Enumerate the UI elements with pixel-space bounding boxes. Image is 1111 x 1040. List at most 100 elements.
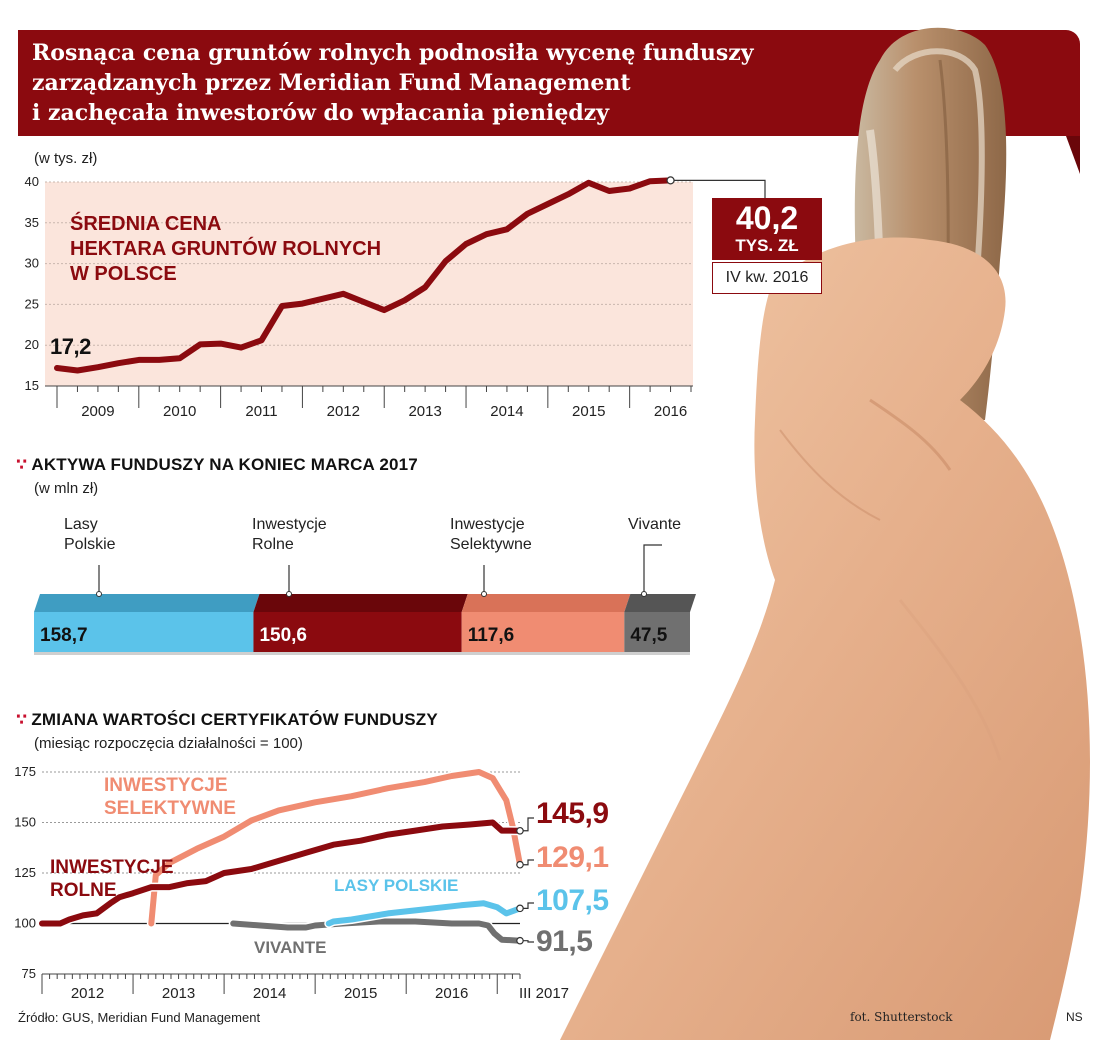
series-name-selektywne: Inwestycje Selektywne <box>104 774 236 820</box>
cert-y-tick: 125 <box>14 865 36 880</box>
cert-year-label: 2013 <box>162 985 195 1002</box>
cert-title-text: Zmiana wartości certyfikatów funduszy <box>31 710 438 729</box>
price-year-label: 2014 <box>490 403 523 420</box>
asset-segment-top <box>253 594 468 612</box>
asset-bar-shadow <box>34 652 690 655</box>
price-y-tick: 25 <box>25 296 39 311</box>
cert-y-tick: 100 <box>14 916 36 931</box>
asset-segment-value: 150,6 <box>259 625 307 646</box>
photo-credit: fot. Shutterstock <box>850 1010 953 1024</box>
author-initials: NS <box>1066 1010 1083 1024</box>
cert-end-leader <box>520 817 534 832</box>
series-name-rolne: Inwestycje Rolne <box>50 856 174 902</box>
dots-icon: ∵ <box>16 457 28 474</box>
title-line: Rosnąca cena gruntów rolnych podnosiła w… <box>32 40 754 66</box>
asset-segment-value: 117,6 <box>468 625 515 646</box>
hand-and-forearm <box>560 237 1090 1040</box>
price-y-tick: 15 <box>25 378 39 393</box>
cert-y-tick: 175 <box>14 764 36 779</box>
cert-end-leader <box>520 859 534 866</box>
series-name-line: Selektywne <box>104 798 236 819</box>
asset-leader-dot <box>641 591 647 597</box>
asset-segment-value: 47,5 <box>630 625 667 646</box>
price-y-tick: 30 <box>25 256 39 271</box>
cert-chart-title: ∵ Zmiana wartości certyfikatów funduszy <box>16 710 438 730</box>
cert-year-label: III 2017 <box>519 985 569 1002</box>
price-callout-period: IV kw. 2016 <box>712 262 822 294</box>
asset-segment-top <box>34 594 260 612</box>
label-line: Inwestycje <box>450 516 525 533</box>
title-band-fold <box>1066 136 1080 174</box>
title-line: i zachęcała inwestorów do wpłacania pien… <box>32 100 609 126</box>
asset-segment-value: 158,7 <box>40 625 88 646</box>
cert-end-marker <box>516 860 524 869</box>
cert-end-marker <box>516 904 524 913</box>
series-name-line: Rolne <box>50 880 117 901</box>
price-year-label: 2013 <box>408 403 441 420</box>
end-value-vivante: 91,5 <box>536 925 593 958</box>
price-plot-background <box>45 182 693 386</box>
cert-year-label: 2016 <box>435 985 468 1002</box>
end-value-selektywne: 129,1 <box>536 841 609 874</box>
label-line: Selektywne <box>450 536 532 553</box>
cert-year-label: 2014 <box>253 985 286 1002</box>
cert-series-lasy-line <box>325 900 523 927</box>
label-line: Rolne <box>252 536 294 553</box>
cert-year-label: 2012 <box>71 985 104 1002</box>
price-chart-unit: (w tys. zł) <box>34 150 98 167</box>
asset-segment-top <box>461 594 631 612</box>
price-year-label: 2011 <box>245 403 277 420</box>
cert-series-selektywne-line <box>148 769 523 927</box>
label-line: Lasy <box>64 516 98 533</box>
label-vivante: Vivante <box>628 516 682 533</box>
series-name-lasy: Lasy Polskie <box>334 876 459 895</box>
asset-leader-dot <box>286 591 292 597</box>
series-name-line: Inwestycje <box>104 775 228 796</box>
asset-label-leader <box>643 544 662 594</box>
price-heading-line: hektara gruntów rolnych <box>70 238 382 260</box>
asset-segment-bar <box>253 612 462 652</box>
cert-chart-unit: (miesiąc rozpoczęcia działalności = 100) <box>34 735 303 752</box>
price-y-tick: 40 <box>25 174 39 189</box>
price-start-label: 17,2 <box>50 334 91 359</box>
cert-end-marker <box>516 826 524 835</box>
price-year-label: 2015 <box>572 403 605 420</box>
cert-series-rolne-line <box>39 819 523 927</box>
price-year-label: 2016 <box>654 403 687 420</box>
asset-segment-top <box>624 594 696 612</box>
label-inwestycje-rolne: Inwestycje Rolne <box>252 515 327 555</box>
end-value-lasy: 107,5 <box>536 884 609 917</box>
dots-icon: ∵ <box>16 712 28 729</box>
page-title: Rosnąca cena gruntów rolnych podnosiła w… <box>32 38 792 128</box>
assets-chart-title: ∵ Aktywa funduszy na koniec marca 2017 <box>16 455 418 475</box>
assets-chart-unit: (w mln zł) <box>34 480 99 497</box>
price-callout: 40,2 TYS. ZŁ <box>712 198 822 260</box>
label-line: Inwestycje <box>252 516 327 533</box>
label-line: Polskie <box>64 536 116 553</box>
price-callout-unit: TYS. ZŁ <box>735 236 799 255</box>
price-end-marker <box>666 176 675 185</box>
cert-y-tick: 75 <box>22 966 36 981</box>
price-series-line <box>54 177 674 374</box>
price-heading-line: Średnia cena <box>70 213 222 235</box>
price-chart-heading: Średnia cena hektara gruntów rolnych w P… <box>70 212 381 287</box>
price-year-label: 2010 <box>163 403 196 420</box>
label-lasy-polskie: Lasy Polskie <box>64 515 116 555</box>
asset-segment-bar <box>624 612 690 652</box>
series-name-line: Inwestycje <box>50 857 174 878</box>
cert-y-tick: 150 <box>14 815 36 830</box>
label-inwestycje-selektywne: Inwestycje Selektywne <box>450 515 532 555</box>
price-callout-value: 40,2 <box>735 200 799 236</box>
price-year-label: 2012 <box>327 403 360 420</box>
cert-year-label: 2015 <box>344 985 377 1002</box>
cert-series-vivante-line <box>230 918 523 944</box>
cert-end-leader <box>520 902 534 909</box>
source-note: Źródło: GUS, Meridian Fund Management <box>18 1010 261 1025</box>
asset-segment-bar <box>461 612 625 652</box>
end-value-rolne: 145,9 <box>536 797 609 830</box>
price-heading-line: w Polsce <box>70 263 177 285</box>
assets-title-text: Aktywa funduszy na koniec marca 2017 <box>31 455 418 474</box>
price-y-tick: 35 <box>25 215 39 230</box>
